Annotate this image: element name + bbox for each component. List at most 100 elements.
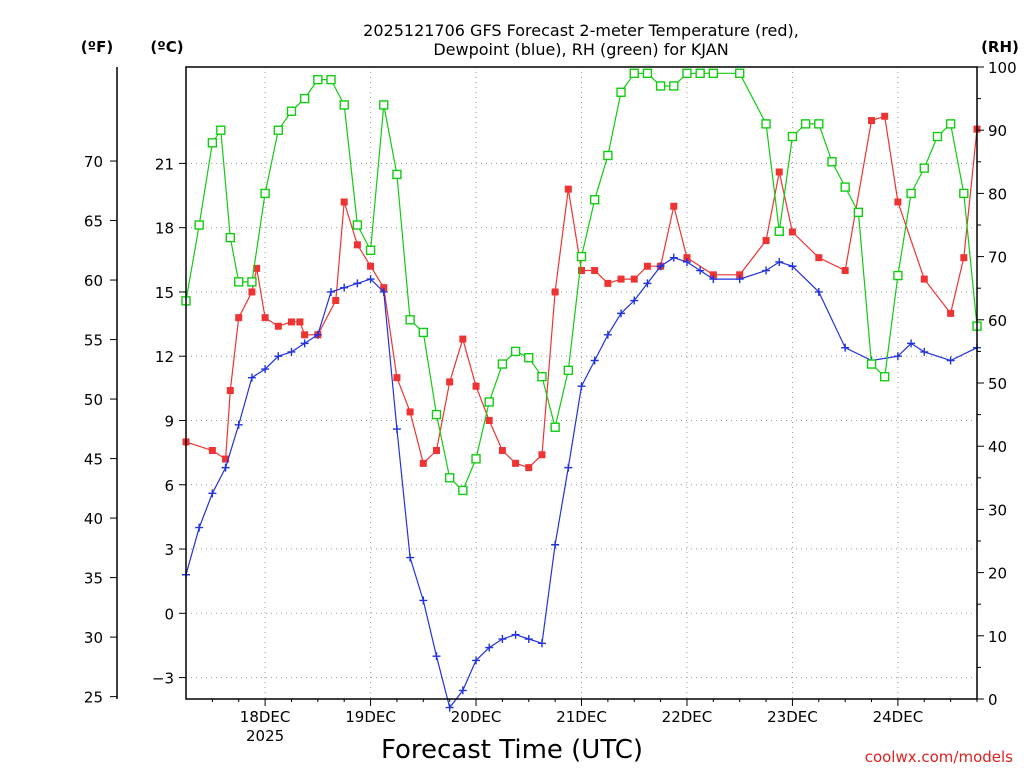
rh-point: [326, 74, 336, 85]
celsius-tick-label: 9: [164, 412, 174, 430]
fahrenheit-tick-label: 35: [84, 570, 103, 588]
x-tick-label: 21DEC: [556, 708, 607, 726]
2-meter-temperature-point: [736, 271, 744, 279]
2-meter-temperature-point: [578, 267, 585, 275]
rh-point: [735, 68, 745, 79]
dewpoint-point: [814, 287, 823, 296]
rh-point: [787, 131, 798, 142]
2-meter-temperature-point: [591, 267, 599, 275]
2-meter-temperature-point: [261, 314, 269, 322]
2-meter-temperature-point: [894, 198, 902, 206]
rh-point: [563, 365, 574, 376]
dewpoint-point: [603, 330, 612, 339]
2-meter-temperature-point: [670, 202, 678, 210]
rh-tick-label: 20: [988, 565, 1007, 583]
rh-point: [260, 188, 270, 199]
fahrenheit-tick-label: 55: [84, 332, 103, 350]
dewpoint-point: [682, 257, 691, 266]
rh-point: [286, 106, 297, 116]
2-meter-temperature-point: [459, 335, 467, 343]
2-meter-temperature-point: [947, 309, 955, 317]
2-meter-temperature-point: [472, 382, 480, 390]
rh-point: [379, 100, 389, 110]
rh-point: [932, 131, 943, 142]
dewpoint-point: [485, 643, 494, 652]
dewpoint-point: [287, 347, 296, 356]
dewpoint-point: [735, 275, 744, 284]
celsius-tick-label: 21: [155, 155, 174, 173]
dewpoint-point: [221, 463, 230, 472]
fahrenheit-tick-label: 40: [84, 510, 103, 528]
dewpoint-point: [920, 347, 929, 356]
2-meter-temperature-point: [881, 112, 889, 120]
rh-point: [880, 371, 890, 382]
rh-point: [669, 81, 679, 91]
fahrenheit-tick-label: 70: [84, 153, 103, 171]
dewpoint-point: [551, 540, 560, 549]
2-meter-temperature-point: [683, 254, 691, 262]
rh-point: [352, 220, 363, 230]
celsius-unit-label: (ºC): [150, 38, 183, 56]
data-series: [181, 68, 982, 712]
dewpoint-point: [392, 425, 401, 434]
rh-point: [827, 157, 837, 167]
celsius-tick-label: 3: [164, 541, 174, 559]
dewpoint-point: [498, 635, 507, 644]
rh-point: [893, 270, 903, 281]
rh-point: [642, 68, 653, 79]
celsius-tick-label: 18: [155, 220, 174, 238]
rh-point: [576, 251, 587, 262]
2-meter-temperature-point: [525, 464, 533, 472]
x-tick-label: 24DEC: [873, 708, 924, 726]
rh-tick-label: 0: [988, 691, 998, 709]
2-meter-temperature-point: [367, 262, 375, 270]
chart-title-line1: 2025121706 GFS Forecast 2-meter Temperat…: [363, 21, 799, 40]
x-tick-label: 20DEC: [451, 708, 502, 726]
dewpoint-point: [762, 266, 771, 275]
2-meter-temperature-point: [762, 237, 770, 245]
rh-point: [919, 163, 929, 173]
rh-point: [458, 485, 468, 496]
rh-point: [216, 125, 226, 135]
rh-tick-label: 60: [988, 312, 1007, 330]
rh-point: [299, 93, 310, 104]
dewpoint-point: [366, 275, 375, 284]
rh-tick-label: 70: [988, 249, 1007, 267]
rh-point: [431, 409, 442, 420]
dewpoint-point: [472, 656, 481, 665]
2-meter-temperature-point: [960, 254, 968, 262]
2-meter-temperature-point: [222, 455, 230, 463]
rh-unit-label: (RH): [981, 38, 1019, 56]
2-meter-temperature-point: [380, 284, 388, 292]
dewpoint-point: [841, 343, 850, 352]
2-meter-temperature-point: [551, 288, 559, 296]
2-meter-temperature-point: [296, 318, 304, 326]
dewpoint-point: [630, 296, 639, 305]
dewpoint-point: [788, 262, 797, 271]
2-meter-temperature-point: [248, 288, 256, 296]
dewpoint-point: [261, 365, 270, 374]
rh-point: [616, 87, 626, 97]
2-meter-temperature-point: [498, 446, 506, 454]
dewpoint-point: [537, 639, 546, 648]
rh-point: [761, 119, 771, 129]
dewpoint-point: [432, 652, 441, 661]
rh-tick-label: 50: [988, 375, 1007, 393]
2-meter-temperature-point: [709, 271, 717, 279]
rh-tick-label: 10: [988, 628, 1007, 646]
2-meter-temperature-point: [332, 297, 340, 305]
rh-point: [629, 68, 639, 79]
fahrenheit-tick-label: 50: [84, 391, 103, 409]
rh-point: [225, 232, 235, 243]
dewpoint-point: [893, 352, 902, 361]
rh-point: [655, 81, 666, 91]
dewpoint-point: [195, 523, 204, 532]
rh-point: [814, 119, 824, 129]
rh-point: [695, 68, 705, 79]
rh-point: [273, 125, 283, 135]
rh-tick-label: 40: [988, 438, 1007, 456]
dewpoint-point: [247, 373, 256, 382]
dewpoint-point: [696, 266, 705, 275]
